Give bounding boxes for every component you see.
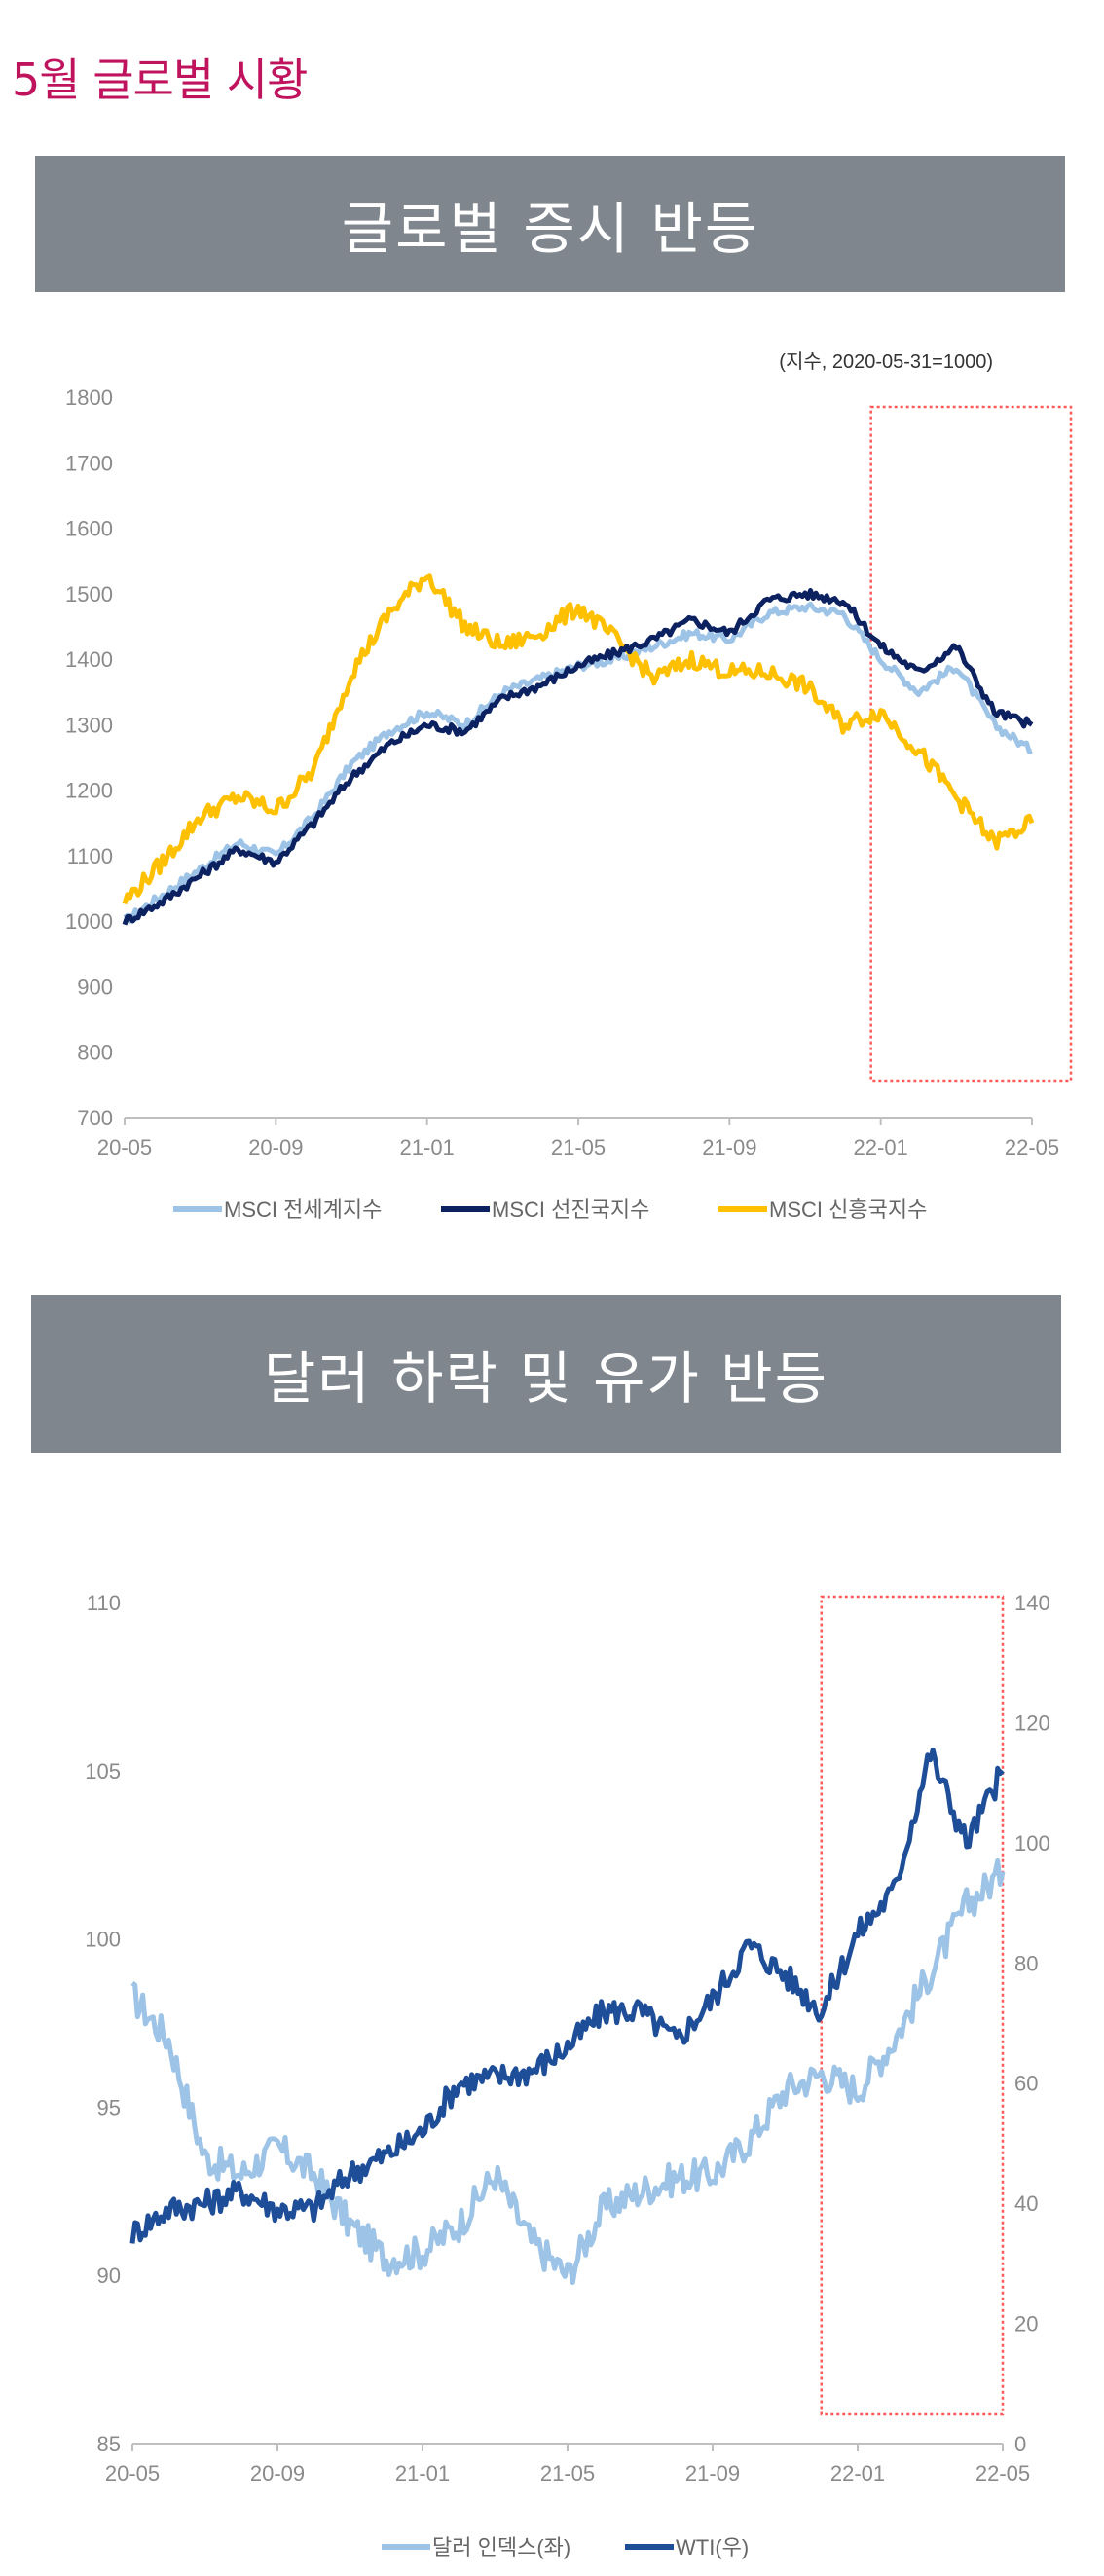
y-tick-label: 1000 — [65, 909, 113, 934]
y-right-tick-label: 100 — [1014, 1831, 1050, 1856]
y-tick-label: 1600 — [65, 517, 113, 541]
y-right-tick-label: 140 — [1014, 1591, 1050, 1615]
chart-note: (지수, 2020-05-31=1000) — [779, 350, 993, 373]
x-tick-label: 21-01 — [395, 2461, 450, 2485]
x-tick-label: 22-05 — [1005, 1135, 1059, 1159]
legend-label: MSCI 전세계지수 — [224, 1197, 382, 1222]
y-tick-label: 90 — [97, 2263, 121, 2288]
y-tick-label: 1800 — [65, 386, 113, 410]
highlight-box — [820, 1595, 1005, 2416]
y-right-tick-label: 0 — [1014, 2432, 1026, 2456]
series-line-2 — [122, 573, 1035, 905]
highlight-box — [869, 405, 1073, 1083]
series-line-0 — [130, 1858, 1006, 2285]
y-tick-label: 1100 — [67, 844, 113, 868]
y-right-tick-label: 60 — [1014, 2072, 1038, 2096]
y-tick-label: 700 — [77, 1106, 113, 1130]
y-tick-label: 800 — [77, 1041, 113, 1065]
series-line-1 — [122, 588, 1034, 926]
x-tick-label: 21-05 — [551, 1135, 606, 1159]
legend-label: MSCI 선진국지수 — [492, 1197, 649, 1222]
y-tick-label: 95 — [97, 2095, 121, 2119]
y-tick-label: 100 — [85, 1928, 121, 1952]
y-tick-label: 1400 — [65, 647, 113, 672]
chart1-header-label: 글로벌 증시 반등 — [341, 196, 759, 262]
x-tick-label: 20-05 — [105, 2461, 160, 2485]
x-tick-label: 20-09 — [248, 1135, 303, 1159]
x-tick-label: 22-05 — [975, 2461, 1030, 2485]
chart2-header: 달러 하락 및 유가 반등 — [31, 1295, 1061, 1453]
x-tick-label: 22-01 — [854, 1135, 908, 1159]
y-tick-label: 1700 — [65, 451, 113, 475]
y-tick-label: 1200 — [65, 779, 113, 803]
x-tick-label: 22-01 — [830, 2461, 885, 2485]
x-tick-label: 20-05 — [97, 1135, 152, 1159]
legend-label: WTI(우) — [676, 2535, 749, 2559]
chart2-header-label: 달러 하락 및 유가 반등 — [264, 1345, 828, 1412]
y-tick-label: 1300 — [65, 713, 113, 737]
legend-label: 달러 인덱스(좌) — [432, 2535, 570, 2559]
page-title: 5월 글로벌 시황 — [12, 54, 308, 106]
legend-label: MSCI 신흥국지수 — [769, 1197, 927, 1222]
y-right-tick-label: 80 — [1014, 1951, 1038, 1975]
x-tick-label: 21-09 — [685, 2461, 740, 2485]
y-tick-label: 85 — [97, 2432, 121, 2456]
y-tick-label: 110 — [87, 1591, 121, 1615]
x-tick-label: 20-09 — [250, 2461, 305, 2485]
x-tick-label: 21-09 — [702, 1135, 756, 1159]
y-right-tick-label: 20 — [1014, 2312, 1038, 2337]
stock-index-chart: (지수, 2020-05-31=1000) 700 800 900 1000 1100 12… — [65, 350, 1073, 1222]
y-tick-label: 900 — [77, 975, 113, 999]
chart1-header: 글로벌 증시 반등 — [35, 156, 1065, 292]
y-tick-label: 1500 — [65, 582, 113, 607]
y-tick-label: 105 — [85, 1759, 121, 1784]
x-tick-label: 21-05 — [540, 2461, 595, 2485]
y-right-tick-label: 40 — [1014, 2191, 1038, 2216]
x-tick-label: 21-01 — [400, 1135, 455, 1159]
series-line-1 — [129, 1747, 1005, 2244]
y-right-tick-label: 120 — [1014, 1711, 1050, 1735]
